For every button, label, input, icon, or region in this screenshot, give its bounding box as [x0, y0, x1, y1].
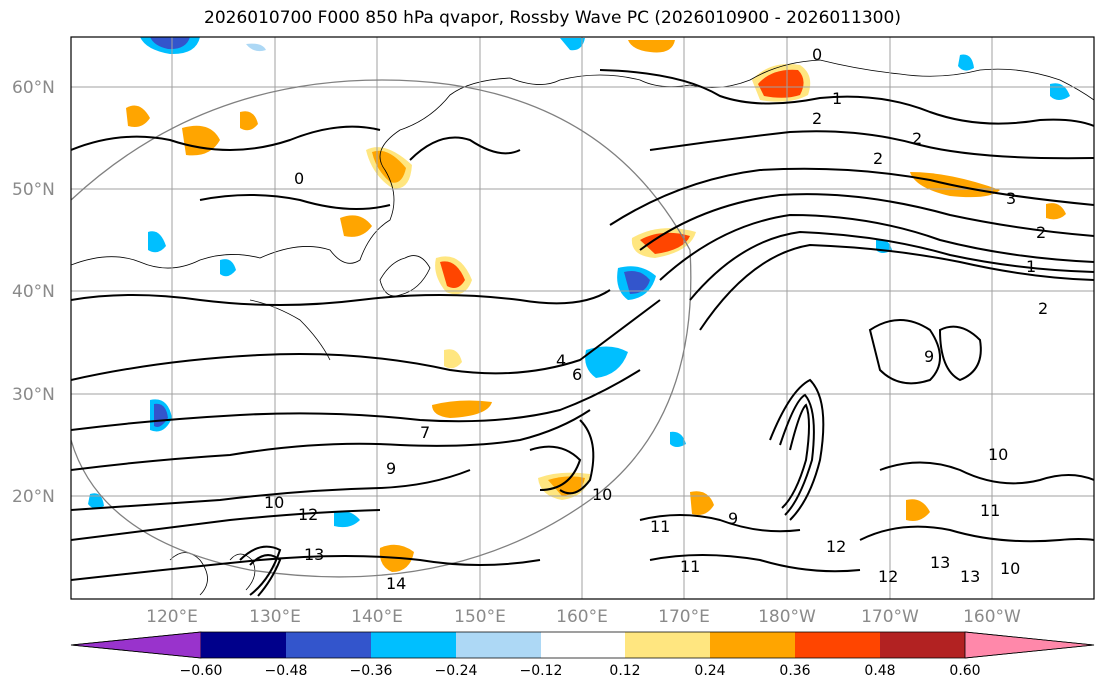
colorbar-segment	[201, 632, 286, 658]
contour-label: 11	[650, 517, 670, 536]
negative-anomaly-areas	[88, 37, 1070, 528]
graticule	[71, 37, 1094, 599]
colorbar-tick-label: −0.48	[265, 663, 308, 679]
contour-label: 12	[826, 537, 846, 556]
contour-label: 4	[556, 351, 566, 370]
contour-label: 6	[572, 365, 582, 384]
contour-label: 12	[878, 567, 898, 586]
lon-label: 170°E	[658, 607, 710, 627]
lon-label: 180°W	[758, 607, 816, 627]
lon-label: 140°E	[351, 607, 403, 627]
colorbar-tick-label: 0.24	[694, 663, 725, 679]
lat-label: 60°N	[12, 78, 55, 98]
contour-label: 1	[1026, 257, 1036, 276]
lon-label: 160°E	[556, 607, 608, 627]
colorbar-extend-min	[70, 631, 202, 659]
domain-outline	[71, 79, 692, 578]
lon-label: 130°E	[249, 607, 301, 627]
contour-label: 10	[1000, 559, 1020, 578]
colorbar-segment	[795, 632, 880, 658]
lat-label: 30°N	[12, 385, 55, 405]
colorbar-tick-label: −0.60	[180, 663, 223, 679]
map-title: 2026010700 F000 850 hPa qvapor, Rossby W…	[204, 8, 901, 28]
contour-label: 9	[924, 347, 934, 366]
colorbar-extend-max	[964, 631, 1095, 659]
contour-label: 13	[304, 545, 324, 564]
contour-label: 10	[988, 445, 1008, 464]
contour-label: 7	[420, 423, 430, 442]
latitude-labels: 60°N 50°N 40°N 30°N 20°N	[12, 78, 55, 507]
lat-label: 20°N	[12, 487, 55, 507]
contour-label: 9	[386, 459, 396, 478]
colorbar-tick-label: −0.36	[350, 663, 393, 679]
colorbar-segment	[880, 632, 965, 658]
contour-label: 11	[980, 501, 1000, 520]
contour-label: 2	[1038, 299, 1048, 318]
colorbar-segment	[541, 632, 625, 658]
longitude-labels: 120°E 130°E 140°E 150°E 160°E 170°E 180°…	[146, 607, 1021, 627]
contour-label: 9	[728, 509, 738, 528]
lon-label: 120°E	[146, 607, 198, 627]
colorbar-tick-label: −0.12	[520, 663, 563, 679]
colorbar-outline	[70, 631, 1095, 659]
lon-label: 170°W	[861, 607, 919, 627]
contour-label: 3	[1006, 189, 1016, 208]
colorbar-segment	[371, 632, 456, 658]
contour-label: 12	[298, 505, 318, 524]
lat-label: 50°N	[12, 180, 55, 200]
contour-label: 10	[264, 493, 284, 512]
colorbar-tick-label: 0.48	[864, 663, 895, 679]
contour-lines	[71, 69, 1094, 597]
map-content: 0 0 1 2 2 2 3 2 1 2 4 6 7 9 10 10 10 12 …	[71, 37, 1094, 599]
contour-label-group: 0 0 1 2 2 2 3 2 1 2 4 6 7 9 10 10 10 12 …	[264, 45, 1048, 593]
contour-label: 2	[1036, 223, 1046, 242]
colorbar-tick-label: 0.60	[949, 663, 980, 679]
colorbar-tick-label: 0.12	[609, 663, 640, 679]
contour-label: 13	[960, 567, 980, 586]
contour-label: 1	[832, 89, 842, 108]
contour-label: 10	[592, 485, 612, 504]
contour-label: 13	[930, 553, 950, 572]
colorbar-segment	[625, 632, 710, 658]
contour-label: 0	[294, 169, 304, 188]
lat-label: 40°N	[12, 282, 55, 302]
colorbar-tick-label: −0.24	[435, 663, 478, 679]
lon-label: 160°W	[963, 607, 1021, 627]
contour-label: 2	[812, 109, 822, 128]
contour-label: 2	[873, 149, 883, 168]
map-frame	[70, 36, 1095, 600]
lon-label: 150°E	[454, 607, 506, 627]
contour-label: 2	[912, 129, 922, 148]
colorbar-segment	[710, 632, 795, 658]
contour-label: 0	[812, 45, 822, 64]
colorbar-tick-label: 0.36	[779, 663, 810, 679]
colorbar: −0.60 −0.48 −0.36 −0.24 −0.12 0.12 0.24 …	[70, 631, 1095, 679]
contour-label: 14	[386, 574, 406, 593]
colorbar-segment	[456, 632, 541, 658]
contour-label: 11	[680, 557, 700, 576]
positive-anomaly-areas	[126, 40, 1066, 572]
colorbar-segment	[286, 632, 371, 658]
